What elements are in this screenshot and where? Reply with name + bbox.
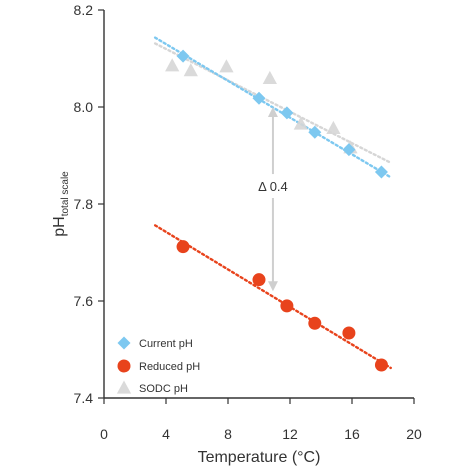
x-axis-title: Temperature (°C) bbox=[198, 449, 321, 466]
annotation-arrowhead-up bbox=[267, 107, 278, 117]
y-tick-label-8.2: 8.2 bbox=[74, 2, 94, 18]
x-tick-label-20: 20 bbox=[406, 426, 422, 442]
data-points bbox=[165, 49, 388, 372]
y-axis-title-subscript: total scale bbox=[60, 171, 71, 216]
point-circle-1 bbox=[252, 273, 266, 287]
x-tick-label-0: 0 bbox=[100, 426, 108, 442]
point-circle-0 bbox=[176, 240, 190, 254]
point-diamond-1 bbox=[252, 91, 266, 105]
point-diamond-4 bbox=[342, 143, 356, 157]
y-axis-title: pHtotal scale bbox=[51, 171, 71, 237]
y-tick-label-7.8: 7.8 bbox=[74, 196, 94, 212]
point-triangle-2 bbox=[219, 59, 234, 73]
point-triangle-3 bbox=[262, 70, 277, 85]
y-axis-title-main: pH bbox=[51, 216, 68, 236]
legend-label-circle: Reduced pH bbox=[139, 361, 200, 373]
point-triangle-5 bbox=[326, 120, 341, 134]
x-tick-label-12: 12 bbox=[282, 426, 298, 442]
trend-line-circle bbox=[153, 224, 392, 370]
point-diamond-3 bbox=[308, 125, 322, 139]
x-tick-label-16: 16 bbox=[344, 426, 360, 442]
y-tick-label-7.4: 7.4 bbox=[74, 390, 94, 406]
point-circle-2 bbox=[280, 299, 294, 313]
legend-label-triangle: SODC pH bbox=[139, 383, 188, 395]
x-tick-label-8: 8 bbox=[224, 426, 232, 442]
point-triangle-4 bbox=[293, 116, 308, 130]
point-circle-3 bbox=[308, 316, 322, 330]
point-diamond-0 bbox=[176, 49, 190, 63]
axes: 0 4 8 12 16 20 7.4 7.6 7.8 8.0 8.2 Temperature (°C)… bbox=[51, 2, 422, 466]
legend-marker-circle bbox=[117, 359, 131, 373]
legend-label-diamond: Current pH bbox=[139, 338, 193, 350]
annotation-arrowhead-down bbox=[267, 281, 278, 292]
point-circle-4 bbox=[342, 326, 356, 340]
y-tick-label-8.0: 8.0 bbox=[74, 99, 94, 115]
legend: Current pH Reduced pH SODC pH bbox=[116, 336, 200, 395]
point-diamond-2 bbox=[280, 106, 294, 120]
legend-marker-diamond bbox=[117, 336, 131, 350]
point-triangle-0 bbox=[165, 58, 180, 72]
point-triangle-1 bbox=[183, 63, 198, 77]
annotation-label: Δ 0.4 bbox=[258, 179, 288, 194]
point-diamond-5 bbox=[374, 165, 388, 179]
y-tick-label-7.6: 7.6 bbox=[74, 293, 94, 309]
x-tick-label-4: 4 bbox=[162, 426, 170, 442]
delta-annotation: Δ 0.4 bbox=[258, 107, 288, 292]
legend-marker-triangle bbox=[116, 380, 132, 394]
point-circle-5 bbox=[374, 358, 388, 372]
